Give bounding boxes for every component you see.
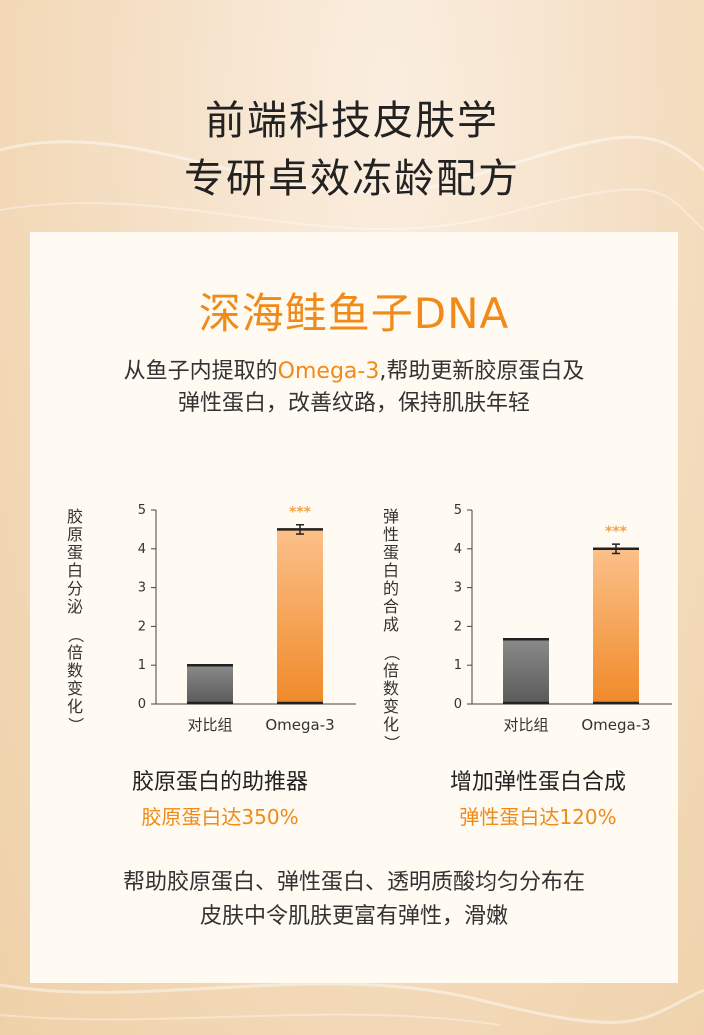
chart-elastin-svg: 0 1 2 3 4 5 对比组 *** Omega-3 [454,503,672,734]
outro-line-1: 帮助胶原蛋白、弹性蛋白、透明质酸均匀分布在 [122,870,585,895]
chart-collagen-svg: 0 1 2 3 4 5 对比组 *** Omega-3 [138,503,356,734]
intro-line-1-pre: 从鱼子内提取的 [123,359,278,384]
content-card: 深海鲑鱼子DNA 从鱼子内提取的Omega-3,帮助更新胶原蛋白及 弹性蛋白，改… [30,232,678,983]
headline-line-2: 专研卓效冻龄配方 [184,156,520,202]
outro-text: 帮助胶原蛋白、弹性蛋白、透明质酸均匀分布在 皮肤中令肌肤更富有弹性，滑嫩 [30,866,678,934]
caption-elastin-sub: 弹性蛋白达120% [459,805,617,829]
chart-collagen-ylabel-main: 胶原蛋白分泌 [66,507,83,616]
intro-text: 从鱼子内提取的Omega-3,帮助更新胶原蛋白及 弹性蛋白，改善纹路，保持肌肤年… [30,356,678,420]
chart-elastin-ylabel: 弹性蛋白的合成 （倍数变化） [380,508,402,752]
chart-collagen-bar-omega3 [277,529,323,704]
chart-elastin-bar-omega3 [593,548,639,704]
intro-highlight-omega3: Omega-3 [277,359,380,384]
chart-collagen-ylabel: 胶原蛋白分泌 （倍数变化） [64,508,86,734]
chart-collagen-significance-label: *** [289,505,312,521]
caption-collagen-main: 胶原蛋白的助推器 [131,770,308,795]
section-title: 深海鲑鱼子DNA [198,289,510,338]
chart-elastin-ylabel-main: 弹性蛋白的合成 [382,507,399,634]
headline-line-1: 前端科技皮肤学 [205,98,499,144]
chart-elastin-ytick-label: 0 [454,697,462,712]
chart-collagen-bar-control [187,665,233,704]
chart-collagen-ytick-label: 4 [138,542,146,557]
chart-elastin: 弹性蛋白的合成 （倍数变化） 0 1 2 3 4 5 对比组 *** Omega-3 [380,494,700,754]
intro-line-2: 弹性蛋白，改善纹路，保持肌肤年轻 [177,391,530,416]
chart-collagen-xtick-label: Omega-3 [265,716,334,734]
chart-elastin-xtick-label: 对比组 [503,716,548,734]
chart-collagen: 胶原蛋白分泌 （倍数变化） 0 1 2 3 4 5 对比组 *** Omega-3 [64,494,384,754]
chart-elastin-significance-label: *** [605,524,628,540]
caption-elastin: 增加弹性蛋白合成 弹性蛋白达120% [388,768,688,832]
chart-collagen-ytick-label: 3 [138,581,146,596]
caption-collagen: 胶原蛋白的助推器 胶原蛋白达350% [70,768,370,832]
chart-collagen-ytick-label: 1 [138,658,146,673]
chart-elastin-ytick-label: 2 [454,619,462,634]
chart-elastin-ytick-label: 4 [454,542,462,557]
chart-collagen-ytick-label: 5 [138,503,146,518]
chart-elastin-ytick-label: 5 [454,503,462,518]
chart-collagen-xtick-label: 对比组 [187,716,232,734]
outro-line-2: 皮肤中令肌肤更富有弹性，滑嫩 [199,904,508,929]
chart-elastin-bar-control [503,639,549,704]
chart-elastin-xtick-label: Omega-3 [581,716,650,734]
caption-elastin-main: 增加弹性蛋白合成 [449,770,626,795]
caption-collagen-sub: 胶原蛋白达350% [141,805,299,829]
intro-line-1-post: ,帮助更新胶原蛋白及 [379,359,585,384]
chart-elastin-ylabel-unit: （倍数变化） [382,644,401,751]
intro-line-1: 从鱼子内提取的Omega-3,帮助更新胶原蛋白及 [30,356,678,388]
chart-elastin-ytick-label: 3 [454,581,462,596]
chart-elastin-ytick-label: 1 [454,658,462,673]
chart-collagen-ytick-label: 0 [138,697,146,712]
chart-collagen-ytick-label: 2 [138,619,146,634]
chart-collagen-ylabel-unit: （倍数变化） [66,626,85,733]
